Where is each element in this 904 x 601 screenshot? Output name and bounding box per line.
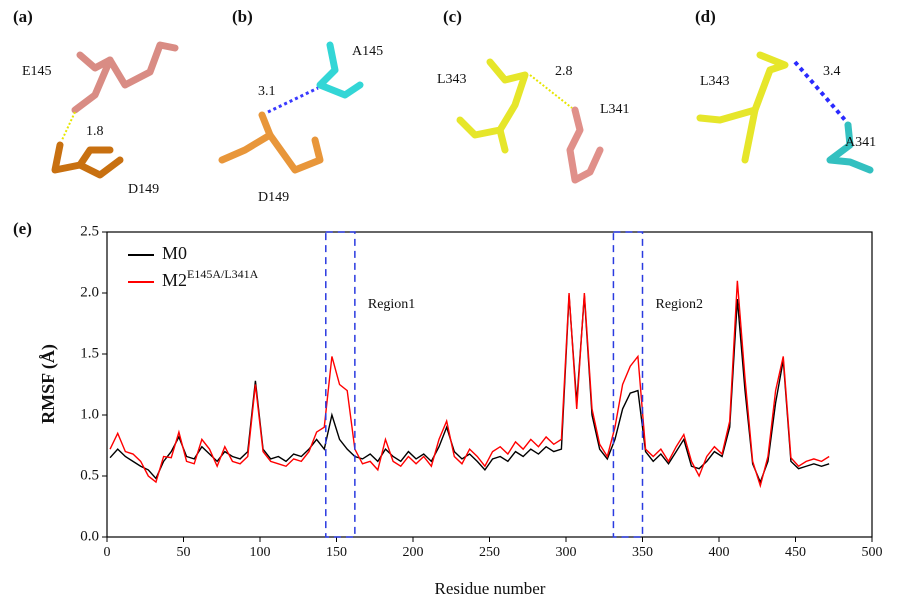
series-line [110,281,829,486]
residue-label: 3.4 [823,64,841,79]
residue-label: 3.1 [258,84,276,99]
y-tick-label: 0.5 [80,467,99,483]
region-box [613,232,642,537]
x-tick-label: 400 [709,545,730,560]
molecule-b [222,45,360,170]
residue-label: A145 [352,44,383,59]
residue-label: 2.8 [555,64,573,79]
residue-label: 1.8 [86,124,104,139]
legend-name: M2 [162,270,187,290]
legend-label: M2E145A/L341A [162,267,259,290]
region-label: Region2 [656,297,703,312]
residue-label: D149 [258,190,289,205]
x-tick-label: 50 [177,545,191,560]
residue-label: L343 [437,72,467,87]
y-tick-label: 0.0 [80,528,99,544]
x-tick-label: 300 [556,545,577,560]
panel-label: (e) [13,219,32,238]
panel-label: (d) [695,7,716,26]
x-tick-label: 100 [250,545,271,560]
legend-name: M0 [162,243,187,263]
molecule-a [55,45,175,175]
molecule-d [700,55,870,170]
x-axis-label: Residue number [435,579,546,598]
panel-label: (a) [13,7,33,26]
legend-superscript: E145A/L341A [187,267,259,281]
residue-label: L341 [600,102,630,117]
panel-label: (c) [443,7,462,26]
x-tick-label: 500 [862,545,883,560]
panel-label: (b) [232,7,253,26]
y-tick-label: 2.5 [80,223,99,239]
y-tick-label: 1.0 [80,406,99,422]
residue-label: L343 [700,74,730,89]
figure: (e) Residue number RMSF (Å) (a) E145 1.8 D1… [0,0,904,601]
region-label: Region1 [368,297,415,312]
residue-label: A341 [845,135,876,150]
residue-label: D149 [128,182,159,197]
legend-label: M0 [162,243,187,263]
x-tick-label: 450 [785,545,806,560]
x-tick-label: 150 [326,545,347,560]
molecule-c [460,62,600,180]
y-tick-label: 1.5 [80,345,99,361]
x-tick-label: 350 [632,545,653,560]
residue-label: E145 [22,64,52,79]
y-axis-label: RMSF (Å) [38,344,59,424]
x-tick-label: 200 [403,545,424,560]
x-tick-label: 0 [104,545,111,560]
x-tick-label: 250 [479,545,500,560]
y-tick-label: 2.0 [80,284,99,300]
